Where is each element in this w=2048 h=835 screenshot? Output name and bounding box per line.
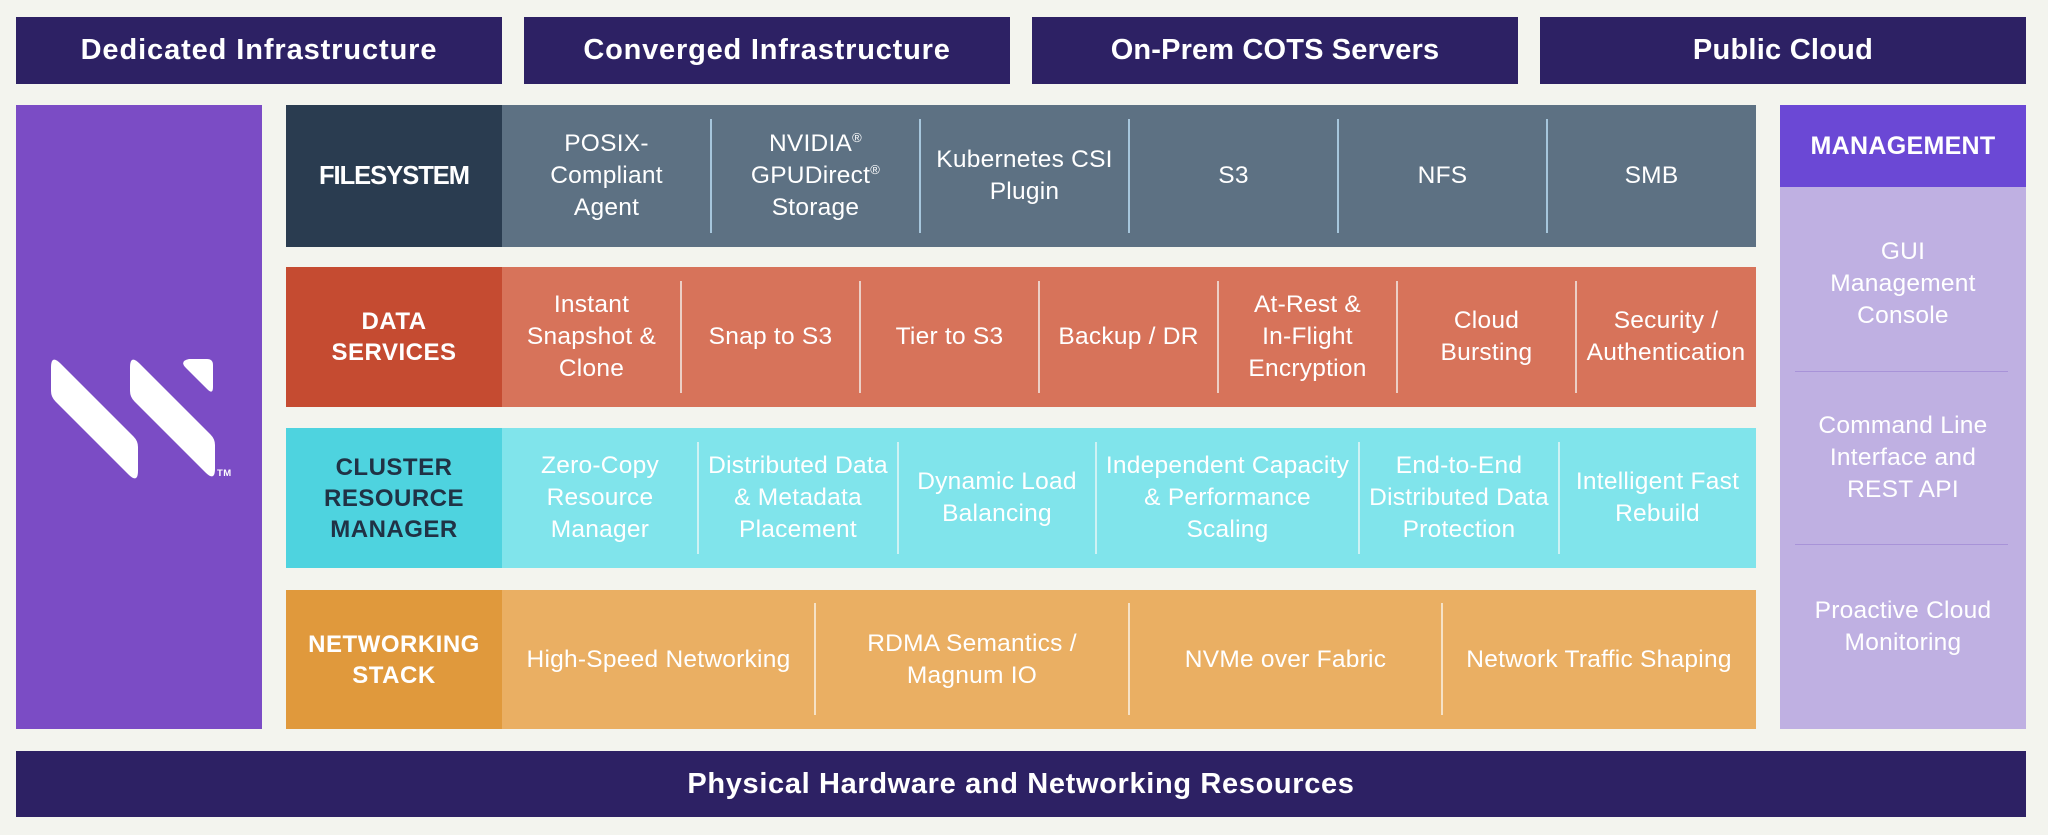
svg-text:TM: TM — [217, 468, 232, 479]
